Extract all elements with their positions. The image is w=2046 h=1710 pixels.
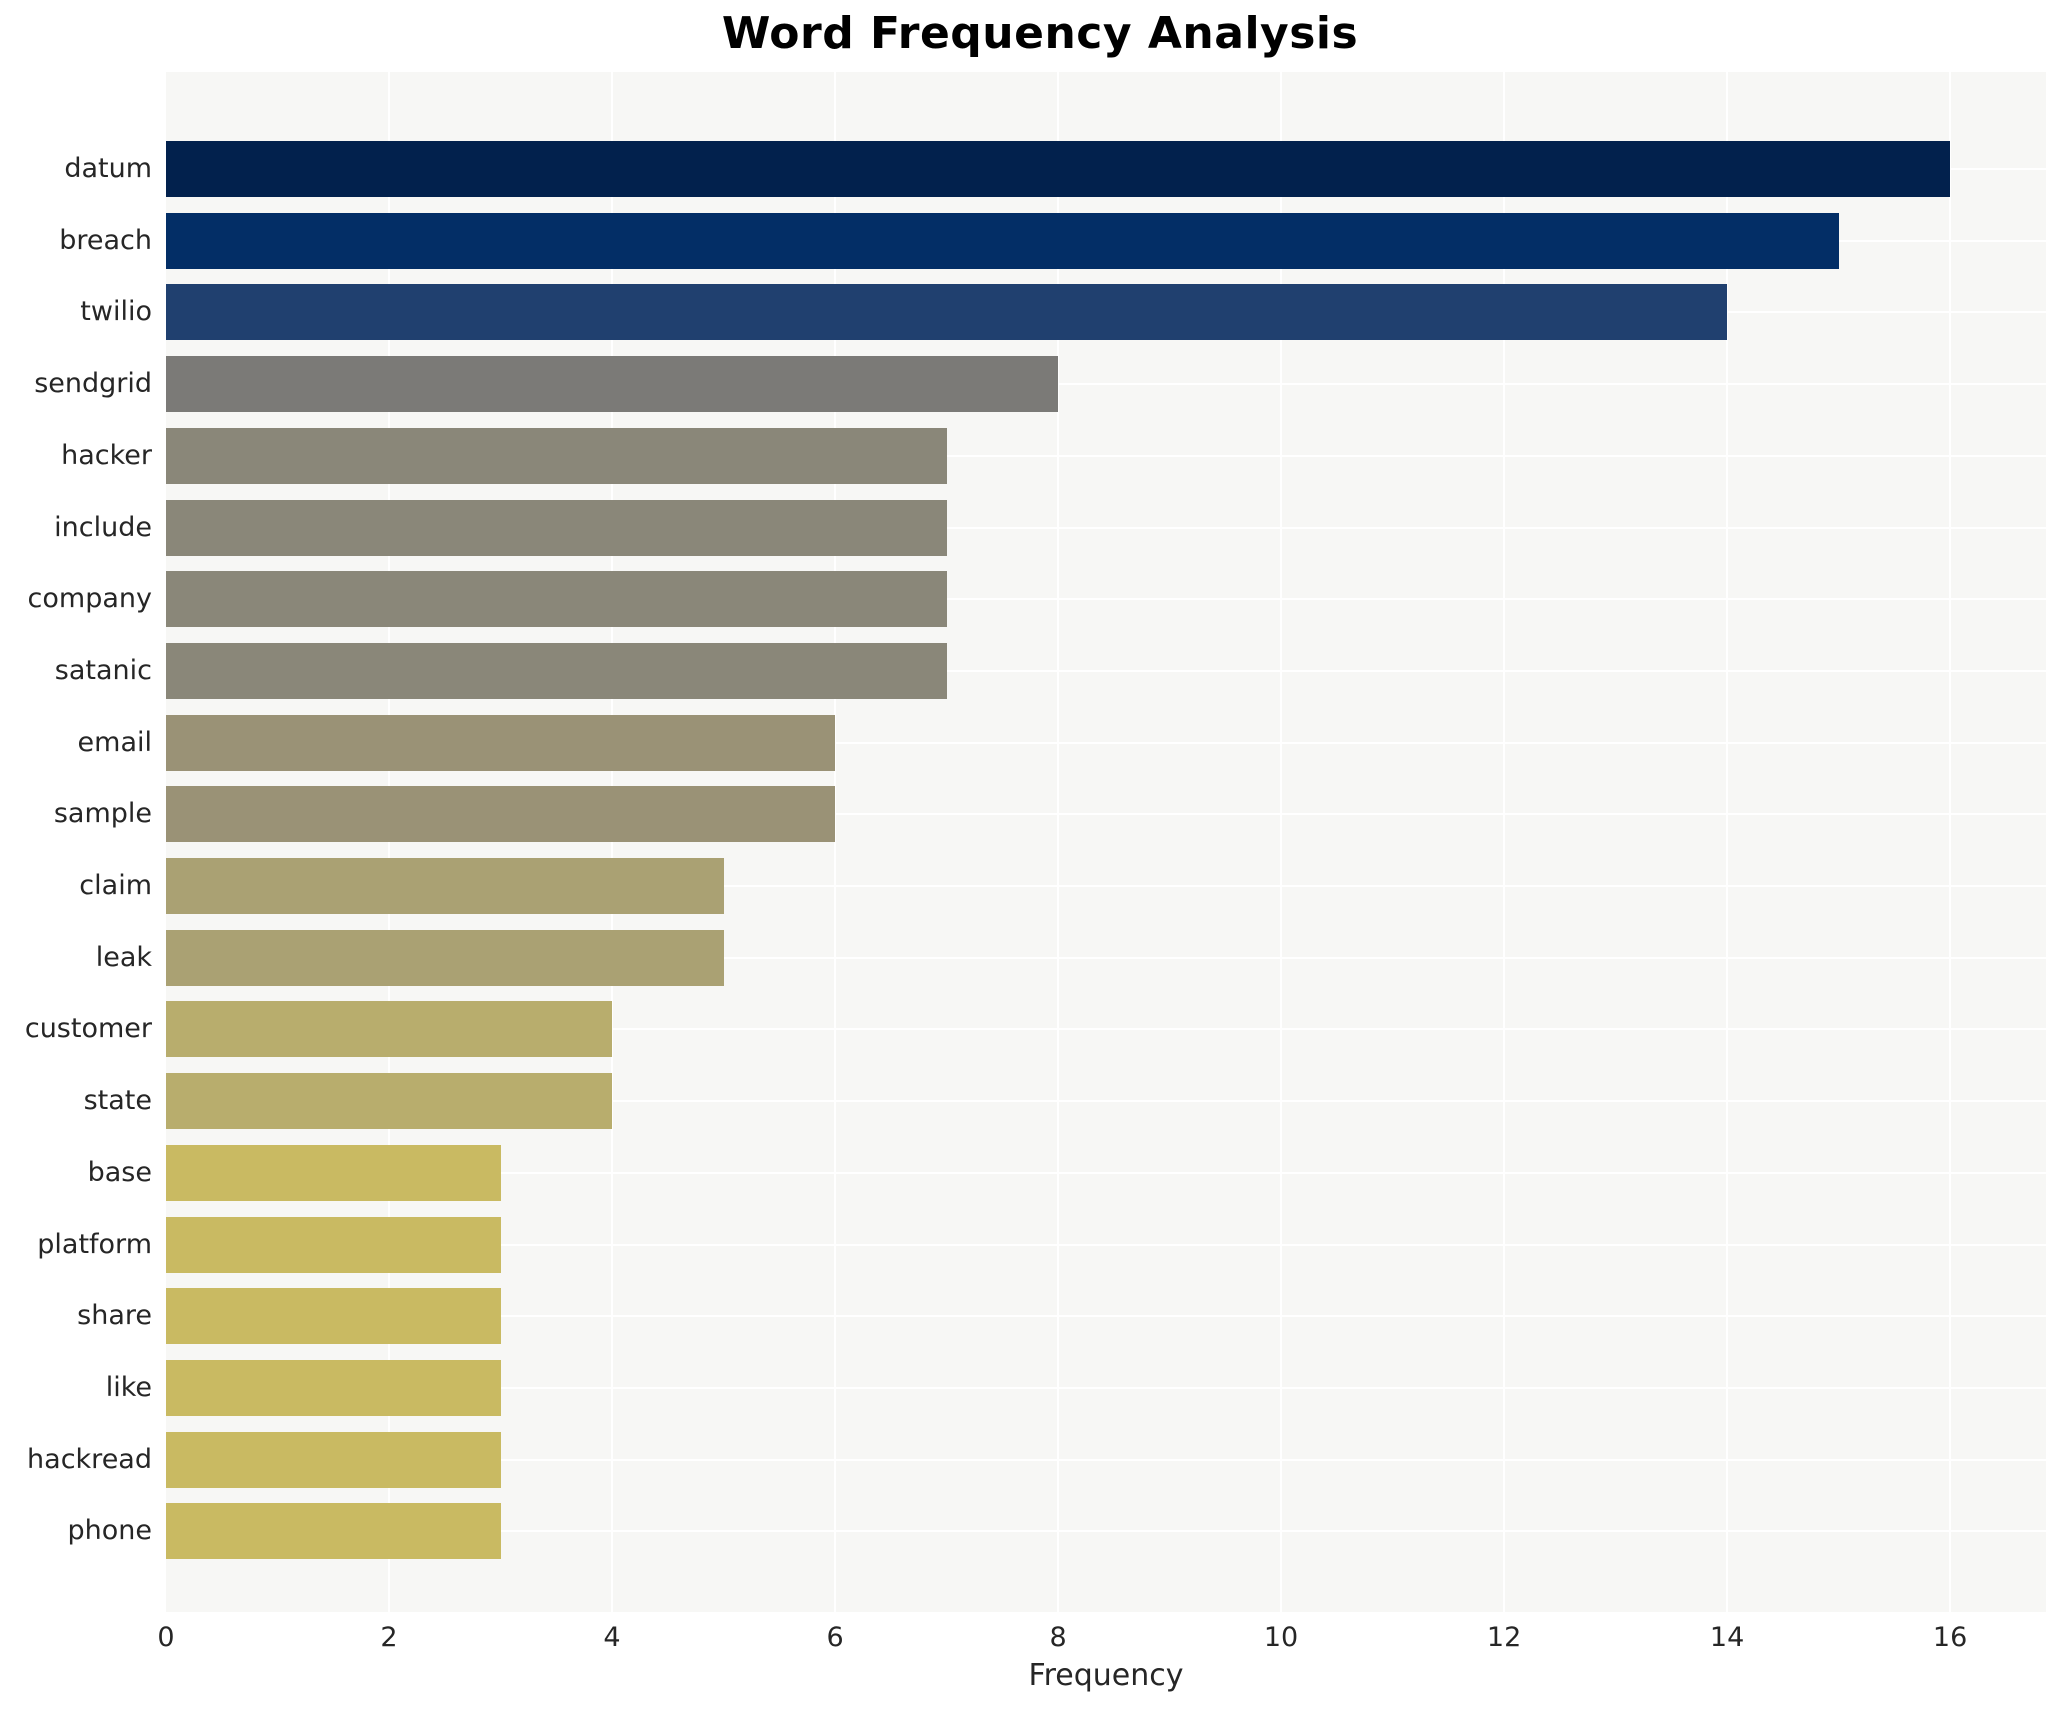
- bar-satanic: [166, 642, 947, 699]
- x-tick-label-6: 6: [826, 1622, 844, 1653]
- gridline-y-hackread: [166, 1458, 2046, 1461]
- y-tick-label-satanic: satanic: [54, 654, 152, 686]
- y-tick-label-sample: sample: [53, 798, 152, 830]
- bar-phone: [166, 1503, 501, 1560]
- y-tick-label-sendgrid: sendgrid: [34, 368, 152, 400]
- gridline-y-platform: [166, 1243, 2046, 1246]
- y-tick-label-like: like: [105, 1371, 152, 1403]
- bar-twilio: [166, 284, 1728, 341]
- x-tick-label-0: 0: [157, 1622, 175, 1653]
- bar-state: [166, 1073, 613, 1130]
- gridline-x-6: [834, 72, 837, 1612]
- y-tick-label-breach: breach: [59, 224, 152, 256]
- y-tick-label-phone: phone: [67, 1515, 153, 1547]
- gridline-y-like: [166, 1386, 2046, 1389]
- bar-hackread: [166, 1431, 501, 1488]
- y-tick-label-base: base: [87, 1156, 152, 1188]
- bar-breach: [166, 212, 1839, 269]
- gridline-y-hacker: [166, 454, 2046, 457]
- gridline-y-company: [166, 598, 2046, 601]
- gridline-y-customer: [166, 1028, 2046, 1031]
- y-tick-label-include: include: [54, 511, 152, 543]
- bar-share: [166, 1288, 501, 1345]
- x-tick-label-4: 4: [603, 1622, 621, 1653]
- gridline-y-base: [166, 1171, 2046, 1174]
- y-tick-label-leak: leak: [95, 941, 152, 973]
- gridline-y-leak: [166, 956, 2046, 959]
- gridline-y-sample: [166, 813, 2046, 816]
- bar-email: [166, 714, 836, 771]
- bar-platform: [166, 1216, 501, 1273]
- gridline-y-email: [166, 741, 2046, 744]
- x-tick-label-8: 8: [1049, 1622, 1067, 1653]
- bar-base: [166, 1144, 501, 1201]
- gridline-y-state: [166, 1100, 2046, 1103]
- plot-area: [166, 72, 2046, 1612]
- bar-like: [166, 1359, 501, 1416]
- x-tick-label-2: 2: [380, 1622, 398, 1653]
- y-tick-label-customer: customer: [24, 1013, 152, 1045]
- gridline-x-14: [1726, 72, 1729, 1612]
- x-tick-label-14: 14: [1709, 1622, 1745, 1653]
- bar-sendgrid: [166, 356, 1059, 413]
- x-tick-label-12: 12: [1486, 1622, 1522, 1653]
- x-axis-title: Frequency: [1028, 1658, 1184, 1693]
- gridline-y-include: [166, 526, 2046, 529]
- gridline-x-10: [1280, 72, 1283, 1612]
- gridline-y-satanic: [166, 669, 2046, 672]
- y-tick-label-hacker: hacker: [61, 439, 152, 471]
- gridline-x-12: [1503, 72, 1506, 1612]
- y-tick-label-company: company: [27, 583, 152, 615]
- bar-hacker: [166, 427, 947, 484]
- gridline-x-16: [1949, 72, 1952, 1612]
- bar-include: [166, 499, 947, 556]
- x-tick-label-16: 16: [1932, 1622, 1968, 1653]
- y-tick-label-platform: platform: [37, 1228, 152, 1260]
- chart-title: Word Frequency Analysis: [721, 8, 1359, 59]
- gridline-y-phone: [166, 1530, 2046, 1533]
- y-tick-label-share: share: [77, 1300, 152, 1332]
- y-tick-label-email: email: [77, 726, 152, 758]
- bar-leak: [166, 929, 724, 986]
- x-tick-label-10: 10: [1263, 1622, 1299, 1653]
- y-tick-label-claim: claim: [79, 870, 152, 901]
- y-tick-label-hackread: hackread: [27, 1443, 152, 1475]
- bar-customer: [166, 1001, 613, 1058]
- y-tick-label-twilio: twilio: [80, 296, 152, 328]
- y-tick-label-state: state: [83, 1085, 152, 1117]
- bar-datum: [166, 141, 1951, 197]
- gridline-x-8: [1057, 72, 1060, 1612]
- bar-sample: [166, 786, 836, 843]
- gridline-y-share: [166, 1315, 2046, 1318]
- bar-claim: [166, 858, 724, 914]
- gridline-y-claim: [166, 885, 2046, 887]
- gridline-y-sendgrid: [166, 383, 2046, 386]
- bar-company: [166, 571, 947, 628]
- y-tick-label-datum: datum: [64, 153, 152, 184]
